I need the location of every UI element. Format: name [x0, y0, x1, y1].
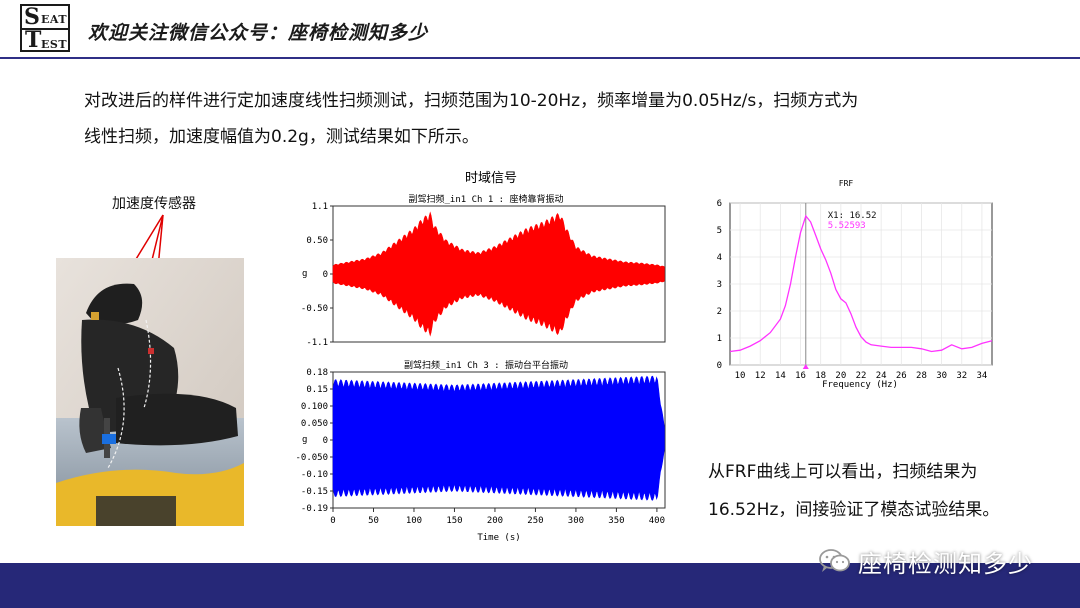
- logo-text-eat: EAT: [41, 13, 68, 26]
- panel2-ylabel: g: [302, 435, 307, 445]
- frf-xtick-label: 28: [916, 371, 927, 381]
- frf-xtick-label: 34: [977, 371, 988, 381]
- ytick-label: 0.100: [301, 402, 328, 412]
- frf-xlabel: Frequency (Hz): [822, 380, 898, 390]
- frf-xtick-label: 24: [876, 371, 887, 381]
- panel1-ylabel: g: [302, 269, 307, 279]
- frf-curve: [729, 214, 993, 353]
- frf-ytick-label: 0: [717, 361, 722, 371]
- ytick-label: 0.50: [306, 236, 328, 246]
- time-xlabel: Time (s): [477, 533, 520, 543]
- xtick-label: 0: [330, 516, 335, 526]
- seat-test-logo: S EAT T EST: [20, 4, 70, 52]
- frf-xtick-label: 16: [795, 371, 806, 381]
- ytick-label: 0: [323, 270, 328, 280]
- frf-xtick-label: 18: [815, 371, 826, 381]
- frf-xtick-label: 14: [775, 371, 786, 381]
- footer-bar: [0, 563, 1080, 608]
- frf-xtick-label: 20: [835, 371, 846, 381]
- time-xticks: 0 50 100 150 200 250 300 350 400: [330, 508, 665, 526]
- xtick-label: 350: [608, 516, 624, 526]
- result-paragraph: 从FRF曲线上可以看出，扫频结果为 16.52Hz，间接验证了模态试验结果。: [708, 453, 1068, 529]
- intro-line-1: 对改进后的样件进行定加速度线性扫频测试，扫频范围为10-20Hz，频率增量为0.…: [84, 91, 859, 111]
- frf-ytick-label: 5: [717, 226, 722, 236]
- panel1-title: 副驾扫频_in1 Ch 1 : 座椅靠背振动: [408, 193, 563, 205]
- frf-xtick-label: 12: [755, 371, 766, 381]
- seat-test-photo: [56, 258, 244, 526]
- frf-xtick-label: 30: [936, 371, 947, 381]
- header-title: 欢迎关注微信公众号：座椅检测知多少: [88, 22, 429, 44]
- ytick-label: -0.15: [301, 487, 328, 497]
- frf-ytick-label: 3: [717, 280, 722, 290]
- logo-letter-t: T: [25, 27, 42, 53]
- frf-gridlines: [730, 202, 992, 366]
- frf-xtick-label: 22: [856, 371, 867, 381]
- time-domain-chart: 时域信号 副驾扫频_in1 Ch 1 : 座椅靠背振动 1.1 0.50 0 -0.5…: [295, 168, 676, 550]
- logo-divider: [22, 28, 68, 30]
- panel2-yticks: 0.18 0.15 0.100 0.050 0 -0.050 -0.10 -0.15 -0.19: [295, 368, 333, 514]
- xtick-label: 100: [406, 516, 422, 526]
- wechat-watermark: 座椅检测知多少: [818, 545, 1033, 578]
- intro-paragraph: 对改进后的样件进行定加速度线性扫频测试，扫频范围为10-20Hz，频率增量为0.…: [84, 83, 1024, 155]
- panel1-yticks: 1.1 0.50 0 -0.50 -1.1: [301, 202, 333, 348]
- frf-xtick-label: 26: [896, 371, 907, 381]
- ytick-label: 0: [323, 436, 328, 446]
- panel2-title: 副驾扫频_in1 Ch 3 : 振动台平台振动: [404, 359, 568, 371]
- frf-xtick-label: 10: [735, 371, 746, 381]
- panel2-waveform: [332, 375, 665, 501]
- frf-ytick-label: 4: [717, 253, 722, 263]
- frf-cursor-x-label: X1: 16.52: [828, 211, 877, 221]
- xtick-label: 150: [446, 516, 462, 526]
- ytick-label: -0.10: [301, 470, 328, 480]
- ytick-label: -0.50: [301, 304, 328, 314]
- ytick-label: 0.15: [306, 385, 328, 395]
- frf-xticks: 10 12 14 16 18 20 22 24 26 28 30 32 34: [735, 371, 988, 381]
- ytick-label: -0.19: [301, 504, 328, 514]
- header: S EAT T EST 欢迎关注微信公众号：座椅检测知多少: [0, 0, 1080, 59]
- ytick-label: 0.18: [306, 368, 328, 378]
- wechat-icon: [819, 549, 850, 572]
- frf-ytick-label: 2: [717, 307, 722, 317]
- frf-ytick-label: 1: [717, 334, 722, 344]
- frf-ytick-label: 6: [717, 199, 722, 209]
- logo-text-est: EST: [41, 38, 68, 51]
- frf-title: FRF: [839, 179, 854, 188]
- header-divider: [0, 57, 1080, 59]
- xtick-label: 200: [487, 516, 503, 526]
- frf-cursor-marker: [802, 364, 809, 369]
- intro-line-2: 线性扫频，加速度幅值为0.2g，测试结果如下所示。: [84, 127, 479, 147]
- result-line-1: 从FRF曲线上可以看出，扫频结果为: [708, 462, 978, 482]
- logo-letter-s: S: [24, 4, 40, 30]
- watermark-text: 座椅检测知多少: [858, 549, 1033, 578]
- frf-cursor-y-label: 5.52593: [828, 221, 866, 231]
- ytick-label: 0.050: [301, 419, 328, 429]
- frf-xtick-label: 32: [956, 371, 967, 381]
- xtick-label: 400: [649, 516, 665, 526]
- time-chart-title: 时域信号: [465, 171, 517, 186]
- panel1-waveform: [332, 211, 665, 337]
- ytick-label: -1.1: [306, 338, 328, 348]
- sensor-label: 加速度传感器: [112, 196, 196, 212]
- xtick-label: 300: [568, 516, 584, 526]
- xtick-label: 50: [368, 516, 379, 526]
- frf-yticks: 6 5 4 3 2 1 0: [717, 199, 722, 371]
- xtick-label: 250: [527, 516, 543, 526]
- result-line-2: 16.52Hz，间接验证了模态试验结果。: [708, 500, 1000, 520]
- ytick-label: 1.1: [312, 202, 328, 212]
- ytick-label: -0.050: [296, 453, 328, 463]
